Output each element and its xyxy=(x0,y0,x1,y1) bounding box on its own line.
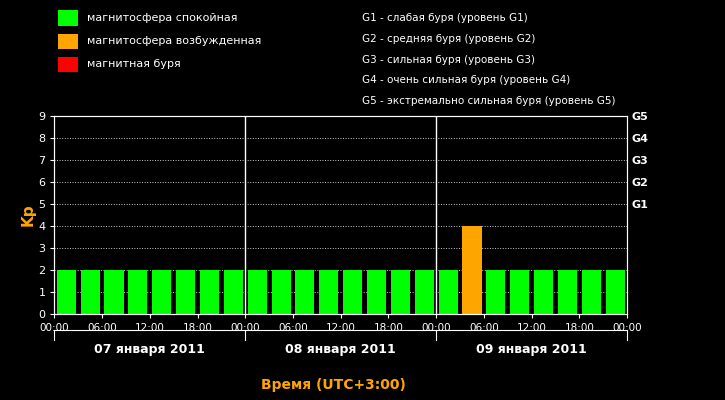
Bar xyxy=(534,270,553,314)
Y-axis label: Kp: Kp xyxy=(20,204,36,226)
Text: G2 - средняя буря (уровень G2): G2 - средняя буря (уровень G2) xyxy=(362,34,536,44)
Bar xyxy=(510,270,529,314)
Text: Время (UTC+3:00): Время (UTC+3:00) xyxy=(261,378,406,392)
Bar xyxy=(581,270,601,314)
Bar xyxy=(200,270,219,314)
Text: G1 - слабая буря (уровень G1): G1 - слабая буря (уровень G1) xyxy=(362,13,529,23)
Bar xyxy=(176,270,195,314)
Text: магнитосфера возбужденная: магнитосфера возбужденная xyxy=(87,36,262,46)
Text: G4 - очень сильная буря (уровень G4): G4 - очень сильная буря (уровень G4) xyxy=(362,76,571,86)
Bar xyxy=(152,270,171,314)
Bar xyxy=(248,270,267,314)
Text: 07 января 2011: 07 января 2011 xyxy=(94,344,205,356)
Bar xyxy=(104,270,123,314)
Bar xyxy=(605,270,625,314)
Text: 09 января 2011: 09 января 2011 xyxy=(476,344,587,356)
Bar xyxy=(319,270,339,314)
Bar xyxy=(272,270,291,314)
Bar xyxy=(128,270,147,314)
Text: 08 января 2011: 08 января 2011 xyxy=(286,344,396,356)
Bar xyxy=(463,226,481,314)
Text: магнитная буря: магнитная буря xyxy=(87,60,181,70)
Text: G3 - сильная буря (уровень G3): G3 - сильная буря (уровень G3) xyxy=(362,55,536,65)
Text: G5 - экстремально сильная буря (уровень G5): G5 - экстремально сильная буря (уровень … xyxy=(362,96,616,106)
Bar xyxy=(224,270,243,314)
Bar xyxy=(367,270,386,314)
Bar xyxy=(439,270,457,314)
Bar xyxy=(80,270,100,314)
Bar xyxy=(391,270,410,314)
Bar xyxy=(558,270,577,314)
Bar xyxy=(415,270,434,314)
Text: магнитосфера спокойная: магнитосфера спокойная xyxy=(87,13,238,23)
Bar xyxy=(57,270,76,314)
Bar xyxy=(343,270,362,314)
Bar xyxy=(486,270,505,314)
Bar xyxy=(295,270,315,314)
